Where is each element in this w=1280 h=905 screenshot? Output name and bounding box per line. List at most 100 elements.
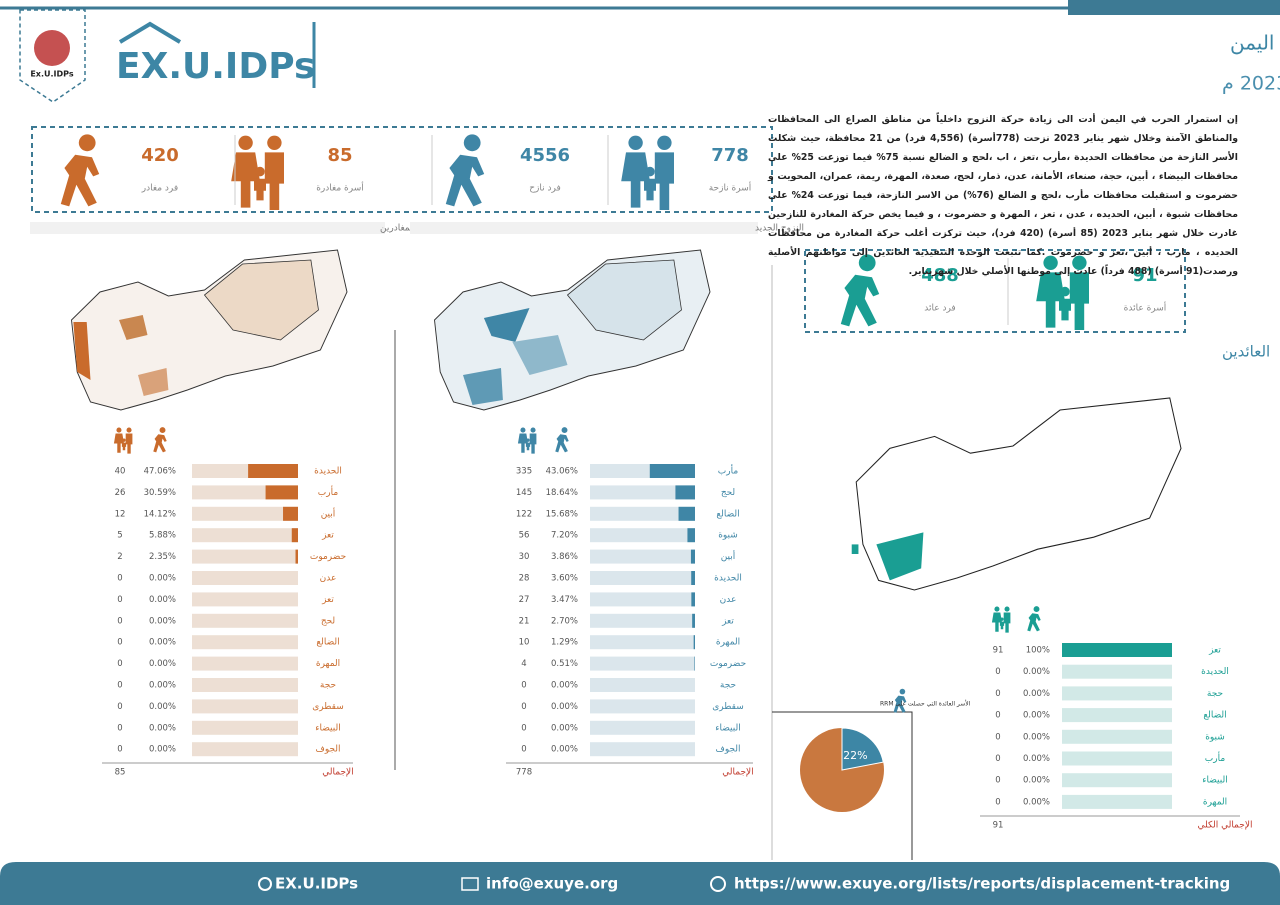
displaced-map — [434, 249, 711, 411]
row-count: 12 — [115, 509, 126, 519]
intro-paragraph: إن استمرار الحرب في اليمن أدت الى زيادة … — [768, 114, 1238, 277]
row-percent: 0.00% — [1023, 754, 1050, 764]
row-name: الضالع — [1203, 711, 1226, 721]
row-name: البيضاء — [715, 723, 740, 733]
row-percent: 0.00% — [1023, 776, 1050, 786]
row-name: الضالع — [716, 509, 739, 519]
bar-track — [192, 549, 298, 564]
row-count: 0 — [117, 745, 122, 755]
bar-track — [590, 656, 695, 671]
section-band — [30, 222, 385, 234]
row-name: الجوف — [315, 745, 340, 755]
row-name: شبوة — [718, 531, 738, 541]
summary-value: 778 — [711, 145, 749, 166]
summary-value: 91 — [1132, 265, 1157, 286]
row-percent: 18.64% — [546, 488, 578, 498]
section-title: النزوح الجديد — [755, 224, 804, 234]
row-count: 0 — [117, 616, 122, 626]
summary-value: 488 — [921, 265, 959, 286]
row-count: 0 — [521, 681, 526, 691]
row-count: 122 — [516, 509, 532, 519]
row-name: مأرب — [1205, 751, 1226, 764]
logo-roof — [118, 21, 182, 44]
logo-badge — [19, 9, 86, 103]
pie-title: الأسر العائدة التي حصلت على RRM — [880, 700, 971, 708]
bar-track — [590, 720, 695, 735]
row-name: سقطرى — [312, 702, 344, 712]
bar — [295, 549, 298, 564]
row-count: 335 — [516, 467, 532, 477]
bar — [694, 656, 695, 671]
section-band — [410, 222, 758, 234]
bar-track — [590, 699, 695, 714]
total-value: 91 — [993, 821, 1004, 831]
row-count: 145 — [516, 488, 532, 498]
row-percent: 0.00% — [551, 745, 578, 755]
row-name: تعز — [321, 595, 334, 605]
row-percent: 1.29% — [551, 638, 578, 648]
row-count: 0 — [521, 745, 526, 755]
country: اليمن — [1230, 31, 1274, 55]
row-percent: 0.00% — [1023, 711, 1050, 721]
bar-track — [192, 742, 298, 757]
row-percent: 0.00% — [149, 681, 176, 691]
bar — [693, 635, 695, 650]
summary-icon — [445, 134, 485, 207]
bar-track — [590, 506, 695, 521]
bar — [649, 464, 695, 478]
summary-cells: 778 أسرة نازحة 4556 فرد نازح 85 أسرة مغادرة 42… — [60, 134, 1166, 330]
bar-track — [1062, 686, 1172, 701]
report-title: تقرير تتبع حركة النزوح والمغادرة والعوده… — [1222, 73, 1280, 95]
footer-url: https://www.exuye.org/lists/reports/disp… — [734, 875, 1230, 893]
row-count: 27 — [519, 595, 530, 605]
bar-track — [192, 613, 298, 628]
row-percent: 0.00% — [551, 702, 578, 712]
row-percent: 0.00% — [149, 745, 176, 755]
bar-track — [590, 678, 695, 692]
row-count: 4 — [521, 659, 526, 669]
row-count: 0 — [995, 667, 1000, 677]
bar — [690, 549, 695, 564]
row-count: 0 — [995, 776, 1000, 786]
row-count: 2 — [117, 552, 122, 562]
row-percent: 3.86% — [551, 552, 578, 562]
row-name: الجوف — [715, 745, 740, 755]
row-name: الحديدة — [314, 467, 342, 477]
bar-track — [1062, 708, 1172, 723]
row-name: عدن — [720, 595, 737, 605]
row-name: مأرب — [318, 485, 339, 498]
bar — [691, 592, 695, 607]
bar — [1062, 643, 1172, 657]
row-percent: 2.35% — [149, 552, 176, 562]
returnee-map — [851, 397, 1182, 591]
row-count: 0 — [995, 797, 1000, 807]
col-icon — [517, 427, 537, 454]
summary-label: فرد مغادر — [141, 184, 178, 194]
pie-frame — [772, 711, 913, 860]
row-name: المهرة — [316, 659, 340, 669]
row-percent: 30.59% — [144, 488, 176, 498]
section-title: العائدين — [1222, 343, 1270, 361]
footer-brand: EX.U.IDPs — [275, 875, 358, 893]
row-name: البيضاء — [1202, 776, 1227, 786]
row-count: 0 — [995, 689, 1000, 699]
bar-track — [1062, 729, 1172, 744]
header-tab — [1068, 0, 1280, 15]
bar-track — [590, 485, 695, 500]
logo-text: EX.U.IDPs — [116, 46, 315, 87]
row-count: 91 — [993, 646, 1004, 656]
row-percent: 0.00% — [149, 595, 176, 605]
row-percent: 0.00% — [149, 616, 176, 626]
row-percent: 0.00% — [149, 638, 176, 648]
web-icon — [710, 876, 726, 892]
bar — [675, 485, 695, 500]
row-name: الحديدة — [1201, 667, 1229, 677]
row-count: 21 — [519, 616, 530, 626]
row-name: عدن — [320, 574, 337, 584]
bar-track — [590, 528, 695, 543]
row-percent: 2.70% — [551, 616, 578, 626]
bar-track — [1062, 664, 1172, 679]
row-percent: 0.00% — [1023, 732, 1050, 742]
row-percent: 0.00% — [149, 723, 176, 733]
row-percent: 3.47% — [551, 595, 578, 605]
